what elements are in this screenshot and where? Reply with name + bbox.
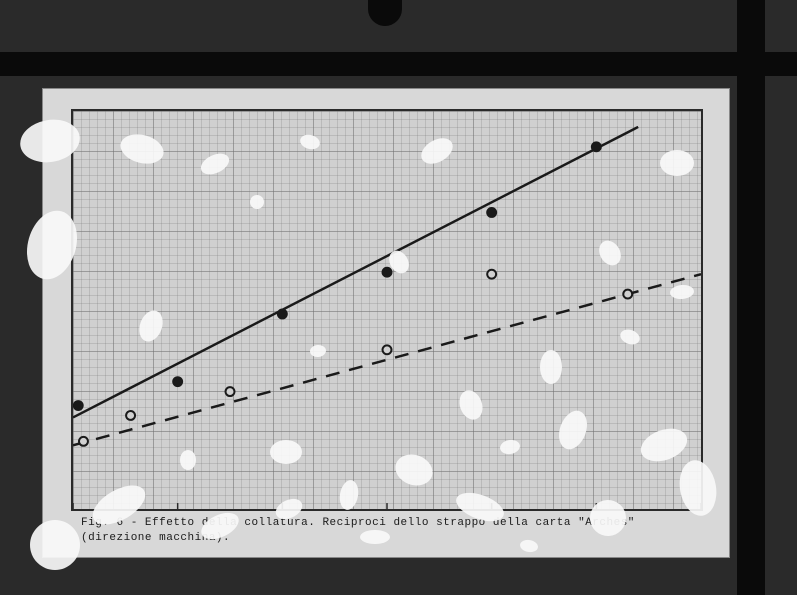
dashed-series-point: [487, 270, 496, 279]
dashed-series-point: [383, 345, 392, 354]
solid-series-point: [487, 208, 496, 217]
emulsion-blotch: [360, 530, 390, 544]
solid-series-point: [383, 268, 392, 277]
fixture-knob: [368, 0, 402, 26]
frame-bar-right: [737, 0, 765, 595]
caption-dash: -: [131, 517, 145, 529]
emulsion-blotch: [30, 520, 80, 570]
dashed-series-point: [126, 411, 135, 420]
emulsion-blotch: [540, 350, 562, 384]
emulsion-blotch: [270, 440, 302, 464]
emulsion-blotch: [660, 150, 694, 176]
caption-text: Effetto della collatura. Reciproci dello…: [81, 517, 635, 543]
chart-area: [71, 109, 703, 511]
solid-series-point: [74, 401, 83, 410]
dashed-series-point: [623, 290, 632, 299]
dashed-series-point: [226, 387, 235, 396]
solid-series-point: [173, 377, 182, 386]
dashed-series-fit-line: [73, 274, 701, 445]
solid-series-point: [592, 142, 601, 151]
frame-bar-top: [0, 52, 797, 76]
emulsion-blotch: [180, 450, 196, 470]
dashed-series-point: [79, 437, 88, 446]
solid-series-point: [278, 310, 287, 319]
chart-svg: [73, 111, 701, 509]
